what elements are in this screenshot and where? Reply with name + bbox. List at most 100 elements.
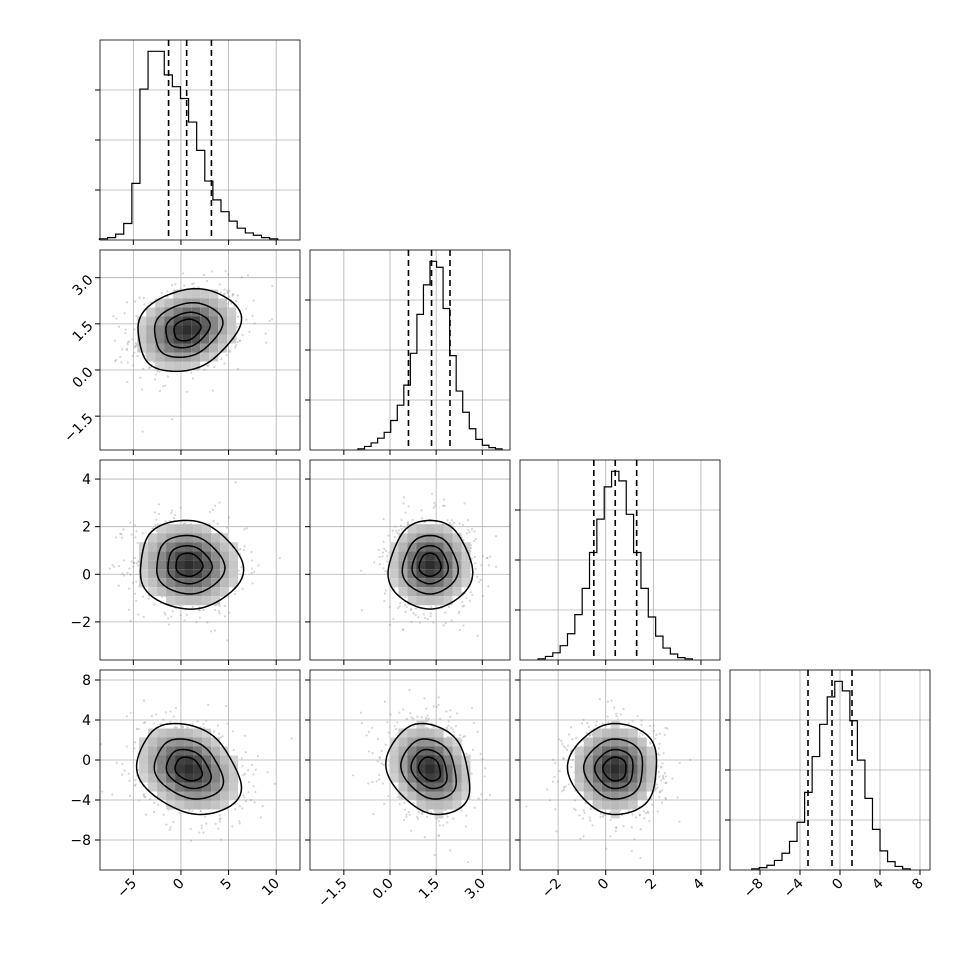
scatter-point <box>111 563 114 566</box>
panel-frame <box>309 249 511 451</box>
density-cell <box>416 578 426 588</box>
density-cell <box>461 764 471 774</box>
density-cell <box>191 361 201 371</box>
scatter-point <box>568 733 571 736</box>
scatter-point <box>191 377 195 380</box>
scatter-point <box>378 778 381 781</box>
scatter-point <box>228 289 231 292</box>
scatter-point <box>174 706 178 710</box>
density-cell <box>166 569 176 579</box>
scatter-point <box>141 430 144 433</box>
density-cell <box>443 800 453 810</box>
scatter-point <box>423 697 426 700</box>
scatter-point <box>219 291 222 294</box>
scatter-point <box>425 721 428 724</box>
scatter-point <box>181 725 185 728</box>
scatter-point <box>155 518 158 521</box>
scatter-point <box>495 565 498 568</box>
scatter-point <box>403 801 406 804</box>
density-cell <box>184 773 194 783</box>
density-cell <box>434 755 444 765</box>
scatter-point <box>236 294 239 297</box>
scatter-point <box>476 634 479 637</box>
density-cell <box>148 782 158 792</box>
density-cell <box>211 569 221 579</box>
scatter-point <box>457 612 460 615</box>
scatter-point <box>380 762 384 765</box>
density-cell <box>443 524 453 534</box>
scatter-point <box>627 722 630 725</box>
scatter-point <box>236 315 240 318</box>
scatter-point <box>149 301 152 304</box>
scatter-point <box>437 703 440 707</box>
scatter-point <box>462 604 466 607</box>
scatter-point <box>114 360 117 363</box>
scatter-point <box>216 522 219 525</box>
density-cell <box>398 737 408 747</box>
density-cell <box>389 755 399 765</box>
scatter-point <box>417 811 420 814</box>
density-cell <box>200 334 210 344</box>
density-cell <box>146 316 156 326</box>
density-cell <box>173 307 183 317</box>
density-cell <box>218 307 228 317</box>
density-cell <box>209 316 219 326</box>
density-cell <box>637 737 647 747</box>
scatter-point <box>112 565 115 568</box>
scatter-point <box>400 527 403 530</box>
scatter-point <box>453 521 456 524</box>
density-cell <box>175 773 185 783</box>
density-cell <box>175 587 185 597</box>
scatter-point <box>137 564 140 567</box>
scatter-point <box>631 719 634 723</box>
scatter-point <box>571 738 574 741</box>
scatter-point <box>476 730 479 733</box>
scatter-point <box>444 611 447 614</box>
scatter-point <box>153 801 156 804</box>
scatter-point <box>566 744 570 747</box>
scatter-point <box>167 623 171 626</box>
scatter-point <box>404 808 407 811</box>
scatter-point <box>183 284 186 287</box>
density-cell <box>619 773 629 783</box>
scatter-point <box>408 689 411 692</box>
density-cell <box>229 560 239 570</box>
scatter-point <box>619 809 622 812</box>
density-cell <box>184 791 194 801</box>
scatter-point <box>266 771 269 774</box>
scatter-point <box>465 752 468 756</box>
scatter-point <box>178 812 181 815</box>
scatter-point <box>124 328 127 331</box>
histogram-step <box>357 260 503 450</box>
scatter-point <box>494 535 498 538</box>
density-cell <box>166 746 176 756</box>
density-cell <box>407 533 417 543</box>
scatter-point <box>410 716 413 719</box>
scatter-point <box>422 613 425 616</box>
density-cell <box>209 307 219 317</box>
scatter-point <box>378 563 382 566</box>
density-cell <box>398 578 408 588</box>
density-cell <box>139 578 149 588</box>
scatter-point <box>631 813 634 816</box>
scatter-point <box>448 521 451 524</box>
scatter-point <box>154 524 157 527</box>
density-cell <box>157 560 167 570</box>
scatter-point <box>481 758 484 761</box>
scatter-point <box>465 597 468 600</box>
scatter-point <box>404 596 407 599</box>
scatter-point <box>446 728 449 731</box>
scatter-point <box>245 527 248 530</box>
scatter-point <box>223 362 226 365</box>
scatter-point <box>378 555 381 559</box>
scatter-point <box>226 291 229 294</box>
scatter-point <box>219 817 222 820</box>
scatter-point <box>403 603 407 607</box>
density-cell <box>146 334 156 344</box>
scatter-point <box>114 536 118 539</box>
density-cell <box>166 791 176 801</box>
scatter-point <box>562 786 566 789</box>
scatter-point <box>233 592 236 596</box>
scatter-point <box>372 813 375 816</box>
scatter-point <box>278 557 281 560</box>
